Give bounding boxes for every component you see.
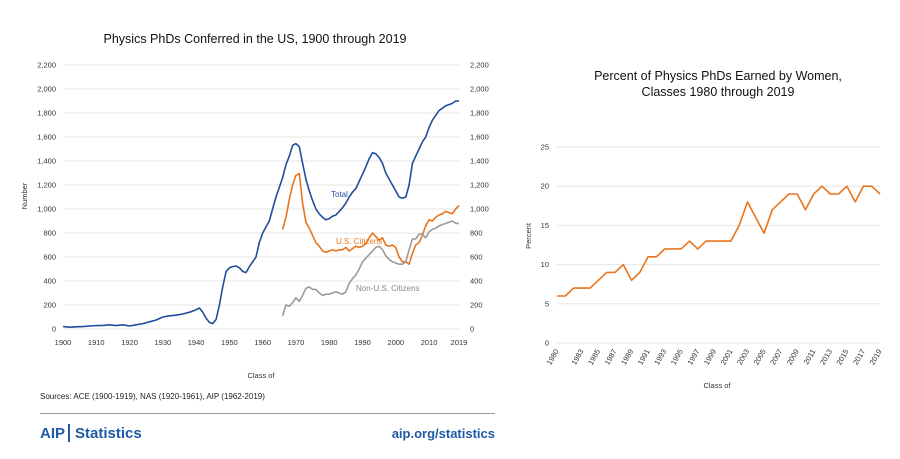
chart1-xtick-label: 1950 xyxy=(221,338,238,347)
chart2-xtick-label: 1980 xyxy=(545,348,561,367)
sources-note: Sources: ACE (1900-1919), NAS (1920-1961… xyxy=(40,392,265,401)
chart1-ytick-label: 800 xyxy=(43,229,56,238)
series-line-non-us-citizens xyxy=(281,220,459,317)
chart2-xtick-label: 1983 xyxy=(569,348,585,367)
chart1-ytick-label-right: 800 xyxy=(470,229,483,238)
chart1-xtick-label: 2010 xyxy=(421,338,438,347)
chart2-xtick-label: 1985 xyxy=(586,348,602,367)
series-line-total xyxy=(62,100,459,329)
chart1-ytick-label-right: 200 xyxy=(470,301,483,310)
chart1-xtick-label: 1930 xyxy=(154,338,171,347)
chart2-title-line-2: Classes 1980 through 2019 xyxy=(642,85,795,99)
chart1-ylabel: Number xyxy=(20,182,29,209)
chart2-title-line-1: Percent of Physics PhDs Earned by Women, xyxy=(594,69,842,83)
chart1-xtick-label: 1990 xyxy=(354,338,371,347)
chart1-ytick-label: 1,200 xyxy=(37,181,56,190)
chart2-xlabel: Class of xyxy=(703,381,731,390)
chart2-ytick-label: 15 xyxy=(541,221,549,230)
chart2-xtick-label: 2003 xyxy=(735,348,751,367)
chart1-xtick-label: 1920 xyxy=(121,338,138,347)
chart1-ytick-label: 400 xyxy=(43,277,56,286)
chart2-xtick-label: 2007 xyxy=(768,348,784,367)
footer-divider xyxy=(40,413,495,414)
chart1-ytick-label-right: 2,000 xyxy=(470,85,489,94)
chart1-ytick-label: 600 xyxy=(43,253,56,262)
chart2-xtick-label: 2015 xyxy=(834,348,850,367)
chart2-xtick-label: 2009 xyxy=(785,348,801,367)
chart2-xtick-label: 1993 xyxy=(652,348,668,367)
chart1-ytick-label-right: 600 xyxy=(470,253,483,262)
chart2-xtick-label: 2001 xyxy=(719,348,735,367)
chart1-xtick-label: 2019 xyxy=(451,338,468,347)
chart1-ytick-label-right: 1,000 xyxy=(470,205,489,214)
chart2-ytick-label: 10 xyxy=(541,260,549,269)
chart1-xlabel: Class of xyxy=(247,371,275,380)
chart2-xtick-label: 1999 xyxy=(702,348,718,367)
chart1-ytick-label: 1,400 xyxy=(37,157,56,166)
brand-statistics: Statistics xyxy=(75,424,142,442)
chart1-ytick-label-right: 0 xyxy=(470,325,474,334)
aip-statistics-logo: AIP Statistics xyxy=(40,424,142,442)
footer-url-link[interactable]: aip.org/statistics xyxy=(391,426,495,441)
chart2-ytick-label: 5 xyxy=(545,299,549,308)
chart1-ytick-label: 200 xyxy=(43,301,56,310)
chart2-ytick-label: 0 xyxy=(545,339,549,348)
chart1-xtick-label: 1980 xyxy=(321,338,338,347)
chart1-title: Physics PhDs Conferred in the US, 1900 t… xyxy=(104,32,407,46)
chart1-ytick-label: 2,200 xyxy=(37,61,56,70)
chart2-xtick-label: 2005 xyxy=(752,348,768,367)
chart2-ytick-label: 20 xyxy=(541,182,549,191)
chart2-xtick-label: 1991 xyxy=(636,348,652,367)
chart2-xtick-label: 1987 xyxy=(603,348,619,367)
chart1-xtick-label: 1900 xyxy=(55,338,72,347)
brand-separator xyxy=(68,424,71,442)
chart1-ytick-label: 1,000 xyxy=(37,205,56,214)
chart1-xtick-label: 1910 xyxy=(88,338,105,347)
chart1-ytick-label-right: 2,200 xyxy=(470,61,489,70)
chart2-xtick-label: 2019 xyxy=(868,348,884,367)
series-line-women-percent xyxy=(557,185,881,297)
series-label-us-citizens: U.S. Citizens xyxy=(336,237,382,246)
chart2-ytick-label: 25 xyxy=(541,143,549,152)
chart1-ytick-label: 1,600 xyxy=(37,133,56,142)
chart2-xtick-label: 2017 xyxy=(851,348,867,367)
chart1-xtick-label: 2000 xyxy=(387,338,404,347)
chart2-ylabel: Percent xyxy=(524,222,533,249)
series-line-us-citizens xyxy=(281,172,460,266)
chart1-xtick-label: 1940 xyxy=(188,338,205,347)
chart1-ytick-label-right: 400 xyxy=(470,277,483,286)
chart1-ytick-label: 2,000 xyxy=(37,85,56,94)
chart2-xtick-label: 2013 xyxy=(818,348,834,367)
chart1-xtick-label: 1960 xyxy=(254,338,271,347)
chart2-xtick-label: 2011 xyxy=(802,348,818,366)
chart1-xtick-label: 1970 xyxy=(288,338,305,347)
chart1-ytick-label-right: 1,200 xyxy=(470,181,489,190)
chart1-ytick-label: 1,800 xyxy=(37,109,56,118)
chart2-xtick-label: 1989 xyxy=(619,348,635,367)
chart1-ytick-label-right: 1,600 xyxy=(470,133,489,142)
chart2-xtick-label: 1997 xyxy=(685,348,701,367)
chart1-ytick-label-right: 1,400 xyxy=(470,157,489,166)
brand-aip: AIP xyxy=(40,424,66,442)
chart2-xtick-label: 1995 xyxy=(669,348,685,367)
series-label-total: Total xyxy=(331,190,348,199)
series-label-non-us-citizens: Non-U.S. Citizens xyxy=(356,284,420,293)
chart1-ytick-label: 0 xyxy=(52,325,56,334)
chart1-ytick-label-right: 1,800 xyxy=(470,109,489,118)
